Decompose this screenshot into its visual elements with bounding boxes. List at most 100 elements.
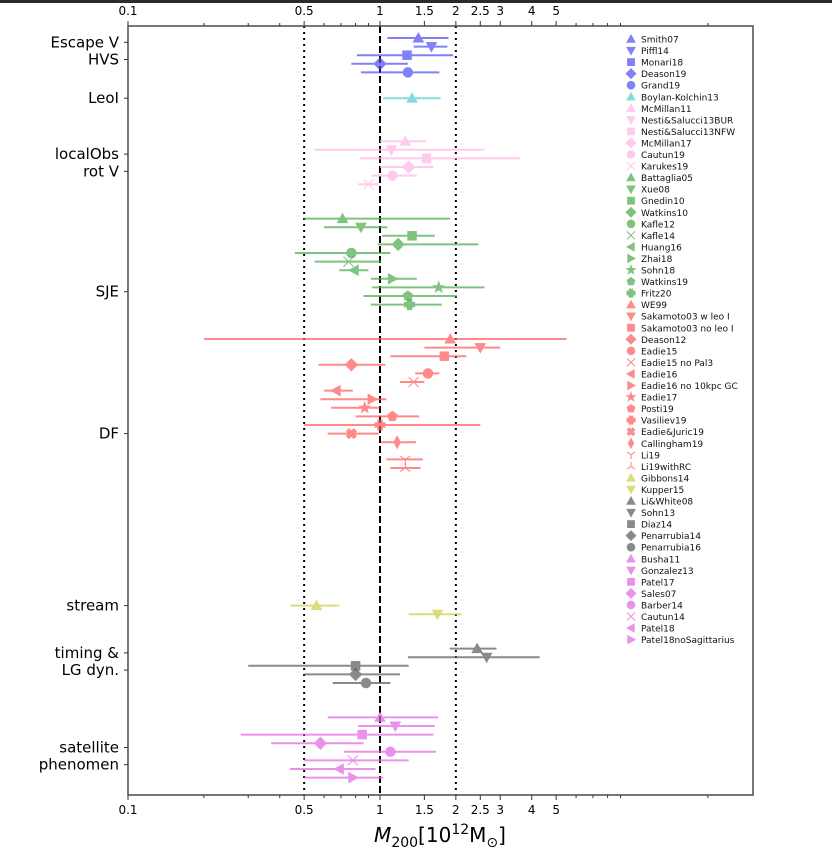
series-gnedin10	[382, 231, 435, 241]
data-point-triangle-down	[431, 609, 444, 621]
series-mcmillan11	[380, 135, 427, 146]
legend-label: Deason12	[641, 336, 686, 346]
data-point-x	[363, 178, 374, 190]
marker-stroke	[626, 427, 636, 437]
diamond-icon	[625, 68, 637, 80]
y-category-label: SJE	[96, 283, 119, 301]
series-deason19	[351, 57, 408, 71]
series-mcmillan17	[380, 160, 434, 174]
triangle-up-icon	[626, 91, 636, 101]
series-penarrubia16	[332, 677, 391, 689]
marker-stroke	[408, 376, 420, 388]
legend-label: Eadie17	[641, 394, 677, 404]
y-category-label: rot V	[83, 162, 120, 180]
marker-stroke	[630, 465, 636, 470]
legend-label: Cautun14	[641, 613, 685, 623]
series-smith07	[387, 31, 449, 43]
legend-label: Fritz20	[641, 290, 672, 300]
legend-label: Barber14	[641, 601, 683, 611]
diamond-icon	[625, 206, 637, 218]
legend-marker	[626, 150, 636, 159]
legend-item: Gnedin10	[627, 196, 685, 207]
series-nesti-salucci13nfw	[359, 153, 521, 164]
legend-label: Battaglia05	[641, 174, 693, 184]
data-point-square	[357, 729, 367, 740]
legend-marker	[626, 415, 636, 425]
plot-data	[203, 31, 567, 784]
legend-marker	[625, 206, 637, 218]
legend-label: Patel18noSagittarius	[641, 636, 735, 646]
marker-stroke	[626, 612, 636, 621]
legend-item: Barber14	[626, 600, 683, 611]
data-point-triangle-up	[471, 642, 484, 654]
legend-item: Eadie15 no Pal3	[626, 358, 713, 369]
legend-marker	[627, 323, 635, 332]
legend-label: Sakamoto03 no leo I	[641, 324, 734, 334]
legend-item: Gibbons14	[626, 472, 690, 484]
data-point-star	[432, 280, 446, 294]
legend-label: Gnedin10	[641, 197, 685, 207]
legend-item: Eadie&Juric19	[626, 427, 704, 438]
reference-lines	[303, 26, 457, 795]
x-axis-label-part: M	[469, 823, 486, 847]
square-icon	[627, 196, 635, 205]
legend-item: Sohn13	[626, 508, 675, 519]
data-point-cross-fat	[345, 428, 357, 440]
legend-item: McMillan17	[625, 137, 692, 149]
series-zhai18	[370, 272, 417, 285]
series-busha11	[327, 711, 439, 722]
data-point-circle	[387, 170, 398, 181]
legend-label: Penarrubia16	[641, 544, 701, 554]
series-fritz20	[370, 299, 442, 311]
x-tick-label: 3	[496, 803, 504, 817]
series-piffl14	[413, 42, 448, 53]
legend-item: Nesti&Salucci13NFW	[627, 127, 735, 138]
y-category-label: phenomen	[39, 756, 119, 774]
legend-item: Deason12	[625, 333, 686, 346]
triangle-up-icon	[626, 553, 636, 563]
legend-marker	[627, 196, 635, 205]
legend-marker	[626, 276, 636, 286]
legend-label: Patel18	[641, 625, 675, 635]
marker-stroke	[626, 451, 632, 456]
legend-marker	[626, 451, 636, 460]
data-point-thin-diamond	[393, 435, 402, 450]
marker-stroke	[399, 467, 406, 472]
data-point-triangle-left	[333, 763, 344, 775]
legend-label: Kafle12	[641, 220, 675, 230]
legend-item: Li19	[626, 451, 660, 461]
triangle-down-icon	[626, 116, 636, 125]
data-point-square	[421, 153, 432, 164]
series-sakamoto03-no-leo-i	[390, 351, 467, 361]
legend-label: Piffl14	[641, 47, 669, 57]
legend-label: Zhai18	[641, 255, 673, 265]
legend-marker	[626, 185, 636, 195]
triangle-left-icon	[625, 242, 635, 252]
triangle-down-icon	[626, 485, 636, 495]
legend-label: Vasiliev19	[641, 417, 687, 427]
data-point-plus	[404, 299, 416, 311]
data-point-triangle-right	[387, 272, 399, 285]
series-gonzalez13	[358, 721, 435, 733]
x-icon	[626, 230, 636, 240]
legend-label: Kafle14	[641, 232, 675, 242]
x-tick-label-top: 1.5	[415, 4, 434, 18]
x-tick-label: 1.5	[415, 803, 434, 817]
legend-label: Huang16	[641, 243, 682, 253]
legend-item: Penarrubia16	[626, 542, 701, 554]
series-watkins19	[363, 290, 457, 301]
y-category-label: HVS	[88, 51, 119, 69]
x-icon	[626, 161, 636, 171]
legend-item: Watkins10	[625, 206, 688, 219]
legend-label: Nesti&Salucci13BUR	[641, 116, 733, 126]
series-grand19	[360, 67, 440, 78]
data-point-triangle-left	[348, 264, 359, 277]
series-posti19	[355, 410, 420, 421]
x-tick-label-top: 2.5	[471, 4, 490, 18]
legend-item: Watkins19	[626, 276, 688, 288]
window-top-bar	[0, 0, 832, 3]
x-axis-bottom: 0.1 0.5 1 1.5 2 2.5 3 4 5	[118, 795, 709, 817]
marker-stroke	[626, 230, 636, 240]
legend-item: Patel18	[625, 623, 675, 635]
